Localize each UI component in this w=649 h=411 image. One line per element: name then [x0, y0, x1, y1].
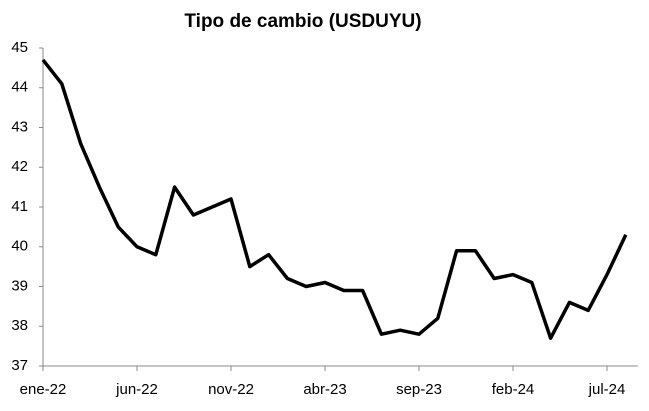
y-tick-label: 42	[11, 158, 28, 175]
y-tick-label: 43	[11, 118, 28, 135]
chart-title: Tipo de cambio (USDUYU)	[184, 11, 421, 32]
x-tick-label: jun-22	[115, 381, 158, 398]
y-tick-label: 40	[11, 238, 28, 255]
x-tick-label: jul-24	[588, 381, 626, 398]
x-tick-label: feb-24	[492, 381, 535, 398]
x-tick-label: sep-23	[396, 381, 442, 398]
x-tick-label: nov-22	[208, 381, 254, 398]
y-tick-label: 41	[11, 198, 28, 215]
y-tick-label: 38	[11, 317, 28, 334]
y-tick-label: 44	[11, 79, 28, 96]
x-tick-label: ene-22	[20, 381, 67, 398]
line	[41, 58, 628, 340]
y-tick-label: 37	[11, 357, 28, 374]
y-tick-label: 45	[11, 39, 28, 56]
x-tick-label: abr-23	[303, 381, 346, 398]
y-tick-label: 39	[11, 277, 28, 294]
